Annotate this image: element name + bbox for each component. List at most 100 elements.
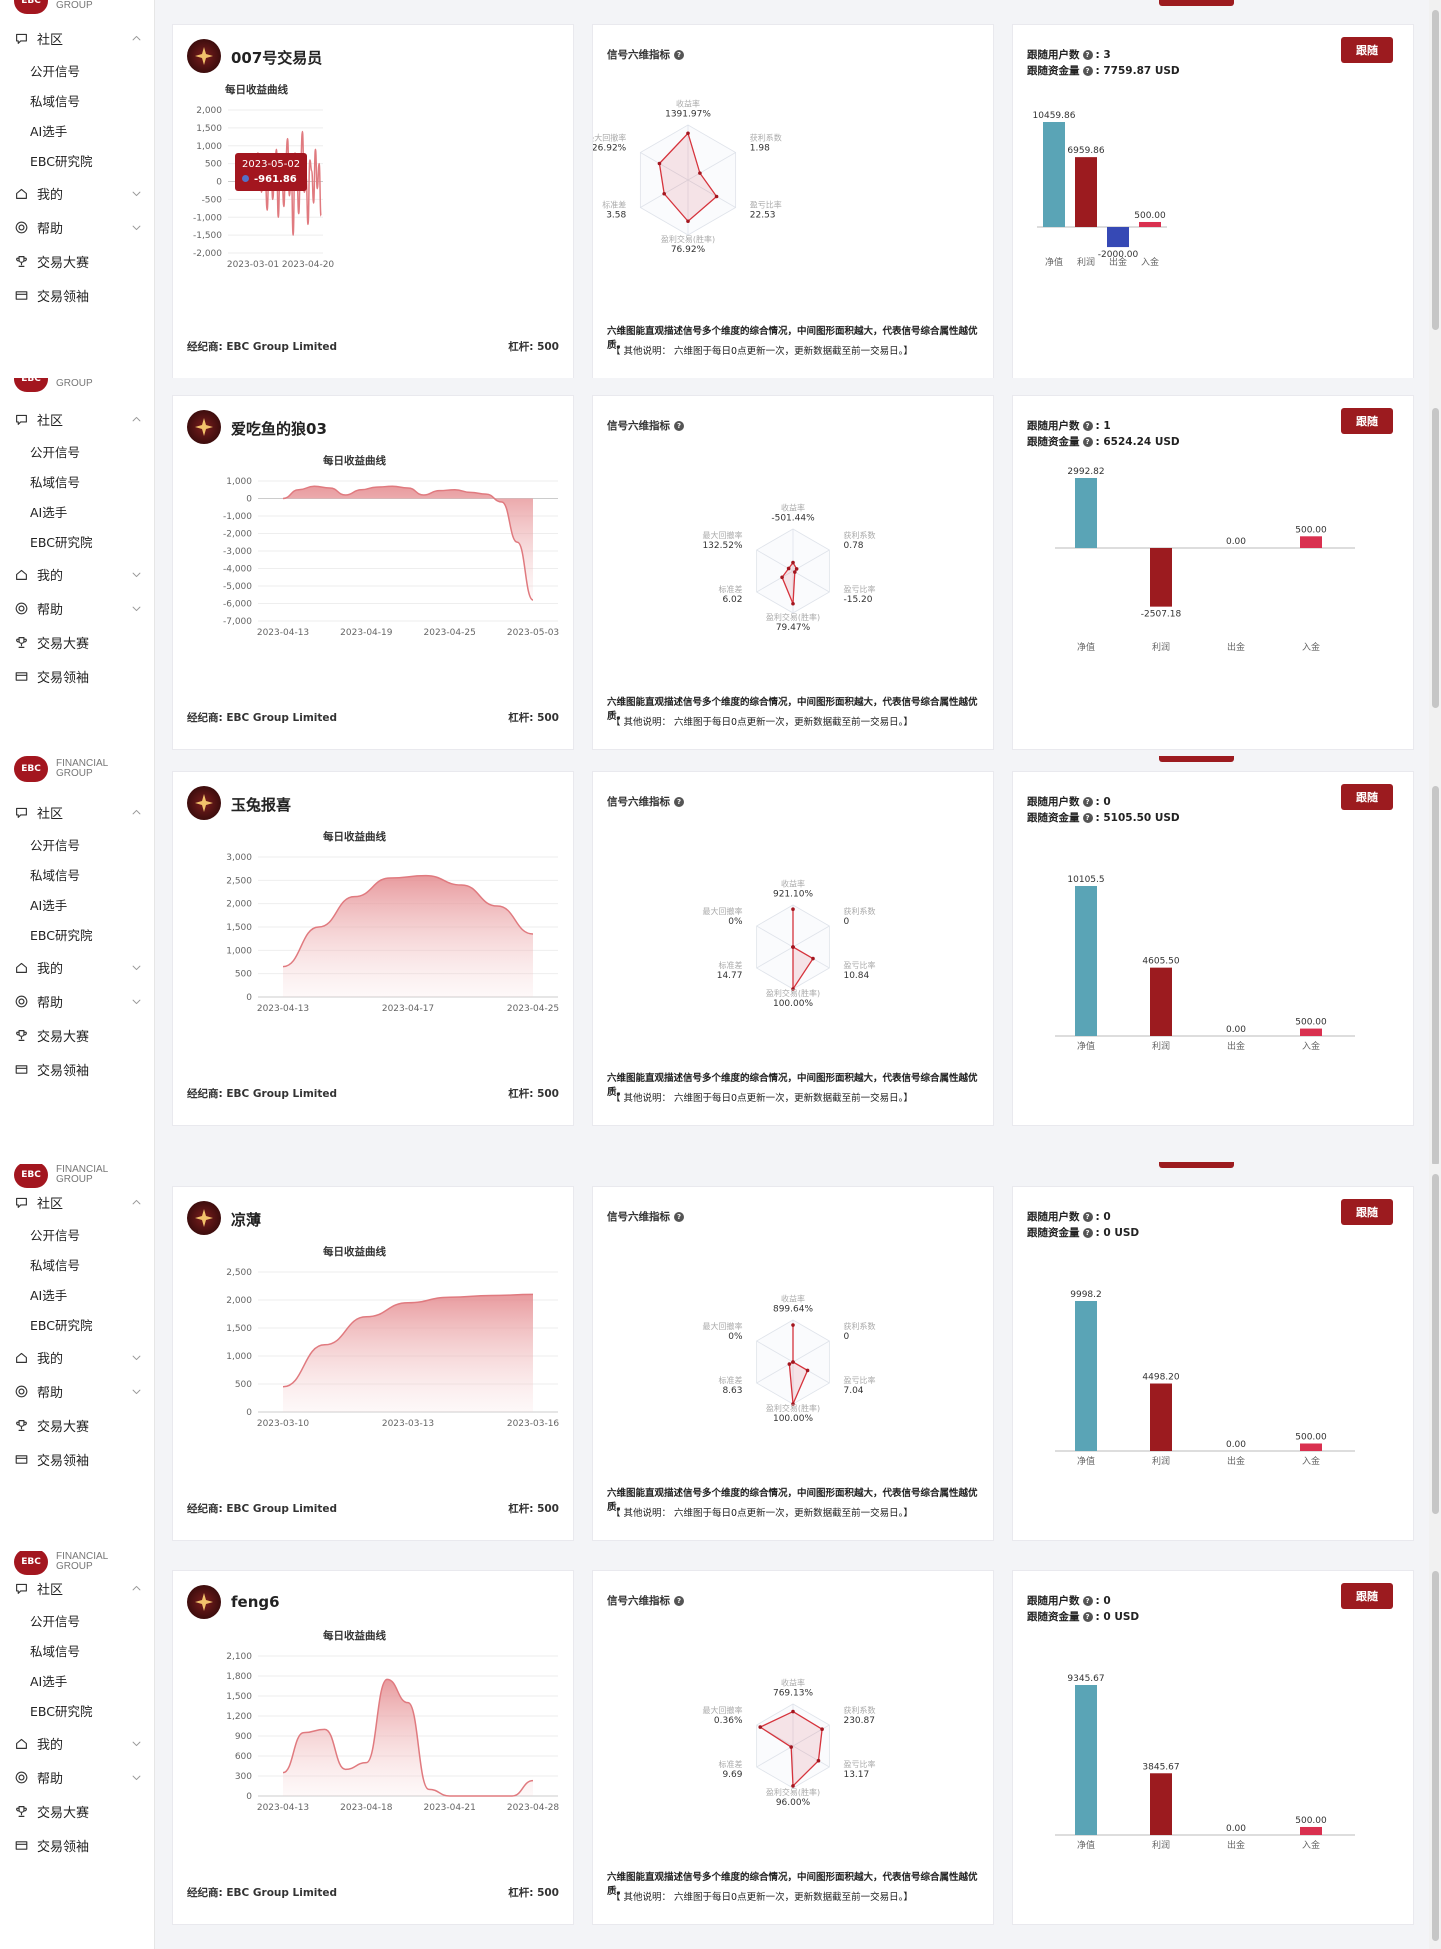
follow-button[interactable]: [1159, 756, 1234, 762]
chevron-down-icon[interactable]: [130, 221, 142, 233]
sidebar-item-help[interactable]: 帮助: [14, 216, 142, 238]
sidebar-subitem-private_signal[interactable]: 私域信号: [30, 1643, 81, 1659]
follow-button[interactable]: 跟随: [1341, 37, 1393, 63]
question-icon[interactable]: ?: [1082, 49, 1093, 60]
sidebar-item-leader[interactable]: 交易领袖: [14, 1448, 142, 1470]
sidebar-subitem-private_signal[interactable]: 私域信号: [30, 1257, 81, 1273]
sidebar-subitem-research[interactable]: EBC研究院: [30, 534, 93, 550]
trader-name[interactable]: feng6: [231, 1593, 280, 1611]
sidebar-item-contest[interactable]: 交易大赛: [14, 631, 142, 653]
sidebar-subitem-private_signal[interactable]: 私域信号: [30, 474, 81, 490]
sidebar-item-mine[interactable]: 我的: [14, 956, 142, 978]
question-icon[interactable]: ?: [1082, 420, 1093, 431]
sidebar-item-mine[interactable]: 我的: [14, 1346, 142, 1368]
sidebar-subitem-ai_trader[interactable]: AI选手: [30, 1287, 68, 1303]
chevron-up-icon[interactable]: [130, 1196, 142, 1208]
chevron-down-icon[interactable]: [130, 961, 142, 973]
sidebar-item-community[interactable]: 社区: [14, 1577, 142, 1599]
question-icon[interactable]: ?: [1082, 812, 1093, 823]
sidebar-subitem-research[interactable]: EBC研究院: [30, 153, 93, 169]
sidebar-item-community[interactable]: 社区: [14, 27, 142, 49]
sidebar-item-leader[interactable]: 交易领袖: [14, 665, 142, 687]
sidebar-subitem-public_signal[interactable]: 公开信号: [30, 63, 81, 79]
sidebar-item-leader[interactable]: 交易领袖: [14, 1058, 142, 1080]
sidebar-item-help[interactable]: 帮助: [14, 597, 142, 619]
sidebar-subitem-research[interactable]: EBC研究院: [30, 927, 93, 943]
sidebar-item-contest[interactable]: 交易大赛: [14, 1024, 142, 1046]
follow-button[interactable]: 跟随: [1341, 1583, 1393, 1609]
scrollbar[interactable]: [1429, 1551, 1441, 1949]
sidebar-subitem-ai_trader[interactable]: AI选手: [30, 897, 68, 913]
follow-bar-chart[interactable]: 9345.67 净值 3845.67 利润 0.00 出金 500.00 入金: [1013, 1641, 1393, 1901]
sidebar-item-help[interactable]: 帮助: [14, 1380, 142, 1402]
scrollbar[interactable]: [1429, 1164, 1441, 1551]
chevron-down-icon[interactable]: [130, 1737, 142, 1749]
scrollbar[interactable]: [1429, 0, 1441, 378]
sidebar-item-community[interactable]: 社区: [14, 801, 142, 823]
chevron-down-icon[interactable]: [130, 1351, 142, 1363]
daily-curve-chart[interactable]: 2,500 2,000 1,500 1,000 500 0 2023-03-10 2023-0…: [213, 1267, 593, 1467]
question-icon[interactable]: ?: [1082, 1211, 1093, 1222]
trader-name[interactable]: 爱吃鱼的狼03: [231, 420, 327, 438]
scrollbar[interactable]: [1429, 756, 1441, 1166]
sidebar-item-mine[interactable]: 我的: [14, 182, 142, 204]
sidebar-item-community[interactable]: 社区: [14, 1191, 142, 1213]
sidebar-item-mine[interactable]: 我的: [14, 1732, 142, 1754]
follow-button[interactable]: [1159, 0, 1234, 6]
sidebar-subitem-public_signal[interactable]: 公开信号: [30, 837, 81, 853]
scrollbar-thumb[interactable]: [1432, 1571, 1439, 1941]
chevron-down-icon[interactable]: [130, 187, 142, 199]
question-icon[interactable]: ?: [674, 1595, 684, 1606]
sidebar-item-community[interactable]: 社区: [14, 408, 142, 430]
daily-curve-chart[interactable]: 2,100 1,800 1,500 1,200 900 600 300 0 2023-04-13…: [213, 1651, 593, 1851]
follow-bar-chart[interactable]: 9998.2 净值 4498.20 利润 0.00 出金 500.00 入金: [1013, 1257, 1393, 1517]
question-icon[interactable]: ?: [1082, 796, 1093, 807]
sidebar-subitem-private_signal[interactable]: 私域信号: [30, 867, 81, 883]
daily-curve-chart[interactable]: 1,000 0 -1,000 -2,000 -3,000 -4,000 -5,000 -6,0…: [213, 476, 593, 676]
follow-button[interactable]: 跟随: [1341, 1199, 1393, 1225]
scrollbar-thumb[interactable]: [1432, 786, 1439, 1166]
sidebar-subitem-public_signal[interactable]: 公开信号: [30, 1227, 81, 1243]
question-icon[interactable]: ?: [1082, 1611, 1093, 1622]
sidebar-subitem-ai_trader[interactable]: AI选手: [30, 504, 68, 520]
sidebar-item-contest[interactable]: 交易大赛: [14, 250, 142, 272]
sidebar-item-leader[interactable]: 交易领袖: [14, 284, 142, 306]
scrollbar-thumb[interactable]: [1432, 10, 1439, 330]
follow-button[interactable]: 跟随: [1341, 408, 1393, 434]
trader-avatar[interactable]: [187, 1585, 221, 1619]
chevron-down-icon[interactable]: [130, 602, 142, 614]
question-icon[interactable]: ?: [674, 420, 684, 431]
trader-avatar[interactable]: [187, 410, 221, 444]
chevron-up-icon[interactable]: [130, 1582, 142, 1594]
trader-name[interactable]: 玉兔报喜: [231, 796, 292, 814]
sidebar-subitem-private_signal[interactable]: 私域信号: [30, 93, 81, 109]
sidebar-subitem-public_signal[interactable]: 公开信号: [30, 1613, 81, 1629]
chevron-up-icon[interactable]: [130, 413, 142, 425]
question-icon[interactable]: ?: [1082, 1595, 1093, 1606]
trader-avatar[interactable]: [187, 39, 221, 73]
question-icon[interactable]: ?: [1082, 436, 1093, 447]
sidebar-subitem-research[interactable]: EBC研究院: [30, 1703, 93, 1719]
question-icon[interactable]: ?: [1082, 65, 1093, 76]
sidebar-item-mine[interactable]: 我的: [14, 563, 142, 585]
sidebar-item-contest[interactable]: 交易大赛: [14, 1414, 142, 1436]
sidebar-item-help[interactable]: 帮助: [14, 990, 142, 1012]
trader-name[interactable]: 007号交易员: [231, 49, 323, 67]
sidebar-item-help[interactable]: 帮助: [14, 1766, 142, 1788]
chevron-down-icon[interactable]: [130, 568, 142, 580]
chevron-up-icon[interactable]: [130, 806, 142, 818]
sidebar-subitem-ai_trader[interactable]: AI选手: [30, 123, 68, 139]
sidebar-item-contest[interactable]: 交易大赛: [14, 1800, 142, 1822]
question-icon[interactable]: ?: [674, 49, 684, 60]
chevron-down-icon[interactable]: [130, 1771, 142, 1783]
sidebar-item-leader[interactable]: 交易领袖: [14, 1834, 142, 1856]
